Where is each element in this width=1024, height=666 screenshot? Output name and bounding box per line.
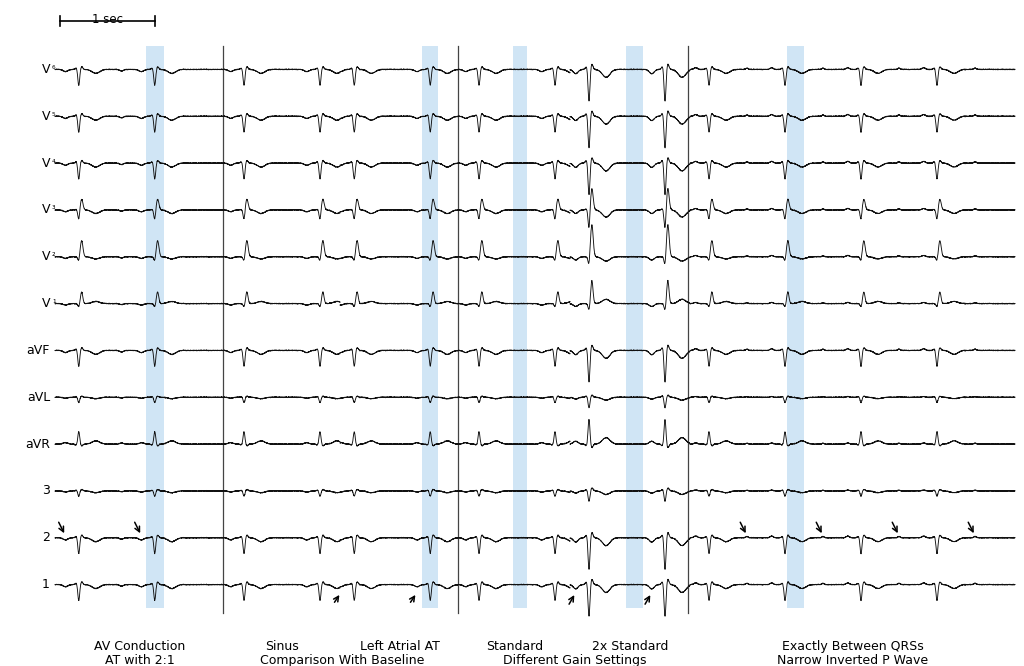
Text: V: V bbox=[42, 297, 50, 310]
Text: V: V bbox=[42, 250, 50, 263]
Text: AT with 2:1: AT with 2:1 bbox=[105, 654, 175, 666]
Text: 2x Standard: 2x Standard bbox=[592, 640, 669, 653]
Text: 3: 3 bbox=[42, 484, 50, 498]
Text: Exactly Between QRSs: Exactly Between QRSs bbox=[781, 640, 924, 653]
Text: ₁: ₁ bbox=[52, 296, 55, 305]
Bar bbox=[422, 46, 438, 608]
Text: Standard: Standard bbox=[486, 640, 544, 653]
Text: Different Gain Settings: Different Gain Settings bbox=[503, 654, 647, 666]
Text: aVF: aVF bbox=[27, 344, 50, 357]
Text: Comparison With Baseline: Comparison With Baseline bbox=[260, 654, 425, 666]
Text: 1: 1 bbox=[42, 578, 50, 591]
Text: V: V bbox=[42, 63, 50, 76]
Text: ₂: ₂ bbox=[52, 249, 55, 258]
Text: Sinus: Sinus bbox=[265, 640, 299, 653]
Text: ₆: ₆ bbox=[52, 62, 55, 71]
Text: 1 sec: 1 sec bbox=[92, 13, 123, 26]
Bar bbox=[146, 46, 164, 608]
Text: Narrow Inverted P Wave: Narrow Inverted P Wave bbox=[777, 654, 928, 666]
Text: AV Conduction: AV Conduction bbox=[94, 640, 185, 653]
Text: Left Atrial AT: Left Atrial AT bbox=[360, 640, 440, 653]
Text: ₄: ₄ bbox=[52, 156, 55, 165]
Text: V: V bbox=[42, 157, 50, 170]
Bar bbox=[513, 46, 527, 608]
Bar bbox=[626, 46, 642, 608]
Text: V: V bbox=[42, 110, 50, 123]
Text: ₅: ₅ bbox=[52, 109, 55, 118]
Text: 2: 2 bbox=[42, 531, 50, 544]
Text: aVL: aVL bbox=[27, 391, 50, 404]
Text: aVR: aVR bbox=[25, 438, 50, 451]
Bar bbox=[786, 46, 804, 608]
Text: ₃: ₃ bbox=[52, 202, 55, 211]
Text: V: V bbox=[42, 203, 50, 216]
